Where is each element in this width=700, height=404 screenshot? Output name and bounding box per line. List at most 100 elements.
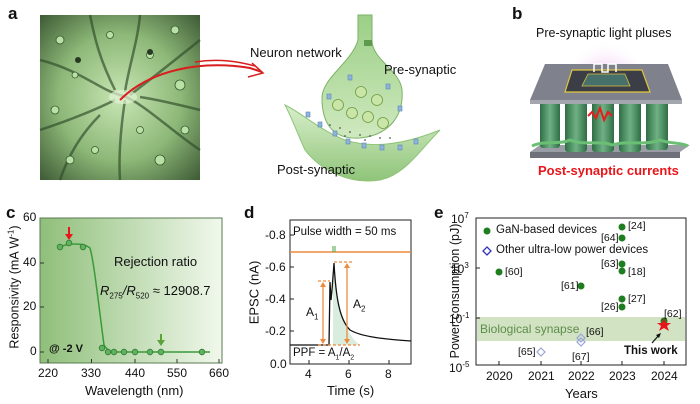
- c-ytick-0: 0: [30, 344, 37, 358]
- r-symbol: R: [126, 283, 136, 298]
- e-ytick-exp: -5: [462, 360, 470, 369]
- c-xtick: 330: [81, 366, 102, 380]
- ref-label: [24]: [628, 220, 646, 232]
- d-ytick: -0.6: [265, 260, 286, 274]
- d-xtick: 4: [305, 367, 312, 381]
- ppf-text: PPF = A: [293, 347, 336, 359]
- panel-label-e: e: [434, 203, 444, 222]
- biological-synapse-label: Biological synapse: [480, 322, 580, 336]
- a1-label: A1: [306, 305, 318, 321]
- c-ylabel-text: Responsivity (mA W: [7, 236, 22, 349]
- ref-label: [26]: [601, 301, 619, 313]
- d-ytick: -0.2: [265, 324, 286, 338]
- e-ytick: 10-5: [449, 360, 469, 375]
- legend-gan-marker: [483, 227, 491, 235]
- light-pulses-label: Pre-synaptic light pluses: [536, 26, 672, 40]
- c-ylabel: Responsivity (mA W-1): [6, 225, 22, 349]
- panel-label-a: a: [8, 4, 18, 23]
- e-xtick: 2024: [651, 369, 678, 383]
- c-ytick-40: 40: [23, 255, 37, 269]
- this-work-star-icon: [657, 318, 671, 331]
- e-ytick-base: 10: [449, 312, 463, 326]
- chart-c: [39, 217, 223, 364]
- e-ytick-base: 10: [449, 361, 463, 375]
- neuron-network-label: Neuron network: [250, 45, 342, 60]
- e-ylabel: Power consumption (pJ): [448, 223, 462, 359]
- ref-label: [27]: [628, 293, 646, 305]
- a1-sub: 1: [314, 312, 319, 322]
- r1-sub: 275: [109, 291, 123, 301]
- c-ylabel-sup: -1: [6, 229, 16, 237]
- e-xtick: 2023: [609, 369, 636, 383]
- ref-label: [18]: [628, 266, 646, 278]
- post-synaptic-currents-label: Post-synaptic currents: [538, 163, 679, 178]
- legend-gan-label: GaN-based devices: [496, 224, 597, 236]
- d-ytick: -0.4: [265, 292, 286, 306]
- legend-other-marker: [482, 246, 492, 256]
- e-ytick-exp: 3: [464, 261, 469, 270]
- d-ytick: 0.0: [270, 357, 287, 371]
- curved-arrow-icon: [119, 59, 265, 101]
- d-xlabel: Time (s): [327, 383, 375, 398]
- this-work-label: This work: [624, 345, 678, 357]
- e-ytick-base: 10: [451, 212, 465, 226]
- panel-label-c: c: [6, 203, 16, 222]
- e-xtick: 2020: [486, 369, 513, 383]
- c-xtick: 660: [209, 366, 230, 380]
- biological-synapse-band: [477, 317, 685, 341]
- e-ytick: 107: [451, 211, 469, 226]
- ref-label: [67]: [572, 351, 590, 363]
- c-xtick: 440: [125, 366, 146, 380]
- bias-label: @ -2 V: [49, 343, 83, 355]
- ppf-sub1: 1: [335, 354, 340, 362]
- c-ytick-60: 60: [23, 210, 37, 224]
- device-illustration: [530, 28, 690, 158]
- r-symbol: R: [100, 283, 110, 298]
- pulse-width-label: Pulse width = 50 ms: [293, 226, 397, 238]
- e-xtick: 2021: [528, 369, 555, 383]
- chart-d: [289, 219, 412, 365]
- green-arrow-icon: [157, 334, 165, 346]
- ppf-mid: /A: [339, 347, 351, 359]
- a2-label: A2: [353, 297, 365, 313]
- e-ytick-base: 10: [451, 262, 465, 276]
- synapse-illustration: [283, 14, 441, 182]
- slash: /: [122, 283, 127, 298]
- e-ytick: 10-1: [449, 311, 469, 326]
- ref-label: [62]: [664, 308, 682, 320]
- legend-other-label: Other ultra-low power devices: [496, 244, 649, 256]
- e-ytick-exp: -1: [462, 311, 470, 320]
- ppf-label: PPF = A1/A2: [293, 347, 354, 361]
- c-ylabel-end: ): [7, 225, 22, 230]
- d-ylabel: EPSC (nA): [246, 260, 262, 325]
- ref-label: [66]: [586, 326, 604, 338]
- a1-arrow-icon: [320, 282, 326, 344]
- pre-synaptic-label: Pre-synaptic: [384, 62, 457, 77]
- c-xlabel: Wavelength (nm): [85, 383, 184, 398]
- ref-label: [60]: [505, 266, 523, 278]
- rejection-ratio-value: R275/R520 ≈ 12908.7: [100, 283, 211, 301]
- e-xtick: 2022: [568, 369, 595, 383]
- ppf-sub2: 2: [350, 354, 355, 362]
- panel-label-d: d: [244, 203, 255, 222]
- r2-sub: 520: [135, 291, 150, 301]
- c-xtick: 550: [167, 366, 188, 380]
- ref-label: [61]: [561, 280, 579, 292]
- ref-label: [63]: [601, 258, 619, 270]
- c-xtick: 220: [38, 366, 59, 380]
- e-ytick-exp: 7: [464, 211, 469, 220]
- e-ytick: 103: [451, 261, 469, 276]
- a2-text: A: [353, 297, 362, 311]
- a2-sub: 2: [361, 304, 366, 314]
- c-ytick-20: 20: [23, 299, 37, 313]
- a2-arrow-icon: [344, 263, 350, 344]
- ratio-number: ≈ 12908.7: [152, 283, 211, 298]
- ref-label: [65]: [518, 346, 536, 358]
- post-synaptic-label: Post-synaptic: [277, 162, 356, 177]
- neuron-network-image: [39, 14, 201, 181]
- d-ytick: -0.8: [265, 228, 286, 242]
- chart-e: [475, 217, 687, 366]
- e-xlabel: Years: [565, 386, 598, 401]
- d-xtick: 8: [385, 367, 392, 381]
